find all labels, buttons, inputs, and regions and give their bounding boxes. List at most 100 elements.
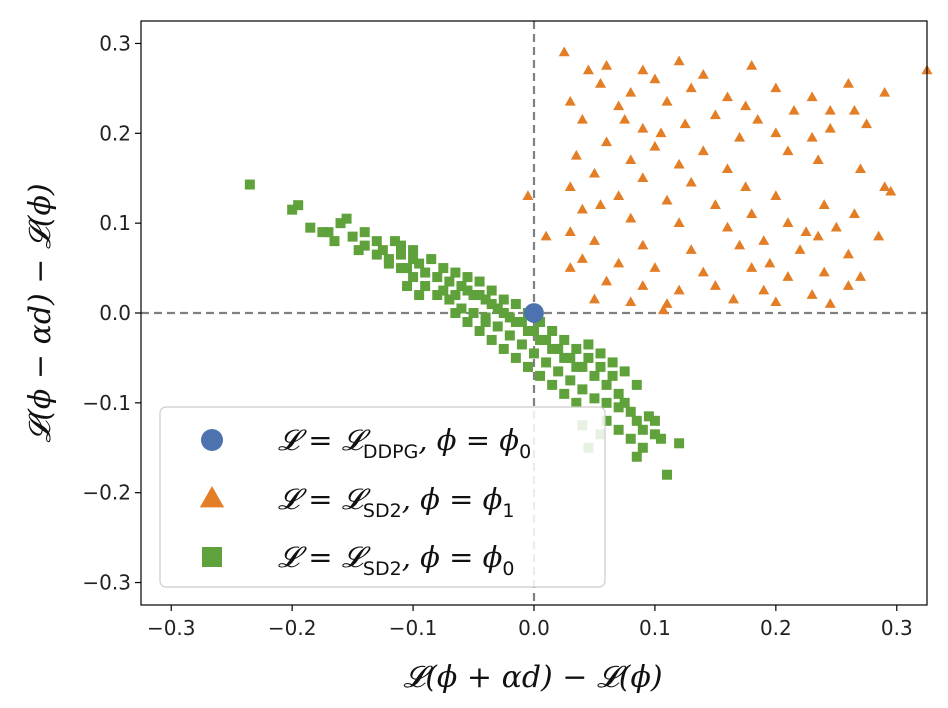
point-sd2-phi1 — [625, 154, 637, 165]
point-sd2-phi1 — [661, 298, 673, 308]
series-ddpg-phi0 — [524, 303, 544, 323]
point-sd2-phi1 — [758, 284, 770, 295]
x-axis-label: 𝓛(ϕ + αd) − 𝓛(ϕ) — [403, 660, 662, 695]
legend-marker-sd2-phi1 — [199, 486, 225, 508]
point-sd2-phi0 — [293, 200, 304, 211]
point-sd2-phi0 — [619, 397, 630, 408]
point-sd2-phi1 — [879, 181, 891, 192]
point-sd2-phi1 — [854, 271, 867, 281]
point-sd2-phi0 — [613, 388, 624, 399]
point-sd2-phi1 — [830, 221, 842, 232]
point-sd2-phi1 — [625, 212, 637, 223]
point-sd2-phi1 — [570, 149, 582, 160]
legend-marker-ddpg-phi0 — [201, 429, 223, 451]
point-sd2-phi1 — [879, 86, 891, 97]
point-sd2-phi0 — [504, 330, 515, 341]
point-sd2-phi0 — [601, 397, 612, 408]
point-sd2-phi0 — [498, 343, 509, 354]
point-sd2-phi0 — [649, 429, 660, 440]
y-tick-label: 0.2 — [99, 121, 131, 145]
point-sd2-phi0 — [420, 267, 431, 278]
point-sd2-phi0 — [432, 290, 443, 301]
point-sd2-phi1 — [685, 244, 697, 254]
point-sd2-phi1 — [522, 190, 534, 200]
series-sd2-phi1 — [522, 46, 933, 315]
point-sd2-phi0 — [468, 308, 479, 318]
point-sd2-phi0 — [516, 339, 527, 350]
point-sd2-phi0 — [571, 397, 582, 408]
point-sd2-phi0 — [353, 245, 364, 256]
point-sd2-phi1 — [782, 217, 794, 227]
point-sd2-phi0 — [625, 406, 636, 417]
point-sd2-phi1 — [848, 208, 860, 218]
point-sd2-phi0 — [480, 294, 491, 305]
point-sd2-phi1 — [601, 136, 613, 147]
point-sd2-phi1 — [770, 296, 782, 307]
point-sd2-phi0 — [577, 361, 588, 372]
point-sd2-phi1 — [673, 284, 685, 295]
point-sd2-phi0 — [450, 267, 461, 278]
point-sd2-phi1 — [770, 127, 782, 138]
point-sd2-phi0 — [371, 249, 382, 260]
legend-item-ddpg-phi0: 𝓛 = 𝓛DDPG, ϕ = ϕ0 — [201, 423, 531, 463]
point-sd2-phi0 — [541, 334, 552, 345]
point-sd2-phi0 — [589, 370, 600, 381]
point-sd2-phi1 — [655, 127, 667, 138]
point-sd2-phi0 — [601, 415, 612, 426]
point-sd2-phi1 — [812, 154, 824, 165]
point-sd2-phi0 — [571, 343, 582, 354]
point-sd2-phi1 — [601, 60, 613, 70]
point-sd2-phi0 — [595, 348, 606, 359]
point-sd2-phi0 — [571, 361, 582, 372]
point-sd2-phi0 — [559, 352, 570, 363]
point-sd2-phi0 — [559, 334, 570, 345]
y-tick-label: −0.3 — [82, 571, 131, 595]
point-sd2-phi1 — [657, 304, 669, 315]
point-sd2-phi0 — [583, 352, 594, 363]
point-sd2-phi1 — [625, 296, 637, 307]
point-sd2-phi0 — [522, 361, 533, 372]
point-sd2-phi0 — [383, 258, 394, 269]
point-sd2-phi0 — [474, 276, 485, 287]
point-sd2-phi0 — [589, 393, 600, 404]
point-sd2-phi0 — [462, 272, 473, 283]
point-sd2-phi0 — [371, 236, 382, 247]
point-sd2-phi0 — [547, 325, 558, 336]
y-tick-label: 0.1 — [99, 211, 131, 235]
point-sd2-phi0 — [547, 343, 558, 354]
point-sd2-phi0 — [450, 308, 461, 318]
point-sd2-phi1 — [782, 145, 794, 156]
point-sd2-phi1 — [721, 91, 733, 102]
point-sd2-phi1 — [818, 266, 830, 277]
legend-item-sd2-phi1: 𝓛 = 𝓛SD2, ϕ = ϕ1 — [199, 482, 515, 522]
point-sd2-phi0 — [395, 240, 406, 251]
point-sd2-phi0 — [601, 379, 612, 390]
point-sd2-phi0 — [474, 290, 485, 301]
point-sd2-phi1 — [649, 73, 661, 84]
point-sd2-phi1 — [576, 203, 588, 214]
point-sd2-phi1 — [613, 100, 625, 111]
point-sd2-phi0 — [420, 281, 431, 292]
point-sd2-phi1 — [637, 64, 649, 75]
point-sd2-phi0 — [426, 254, 437, 265]
point-sd2-phi0 — [402, 281, 413, 292]
point-sd2-phi0 — [607, 370, 618, 381]
point-sd2-phi0 — [359, 240, 370, 251]
point-sd2-phi1 — [540, 230, 552, 241]
point-sd2-phi1 — [709, 280, 721, 290]
point-sd2-phi1 — [842, 248, 854, 259]
point-sd2-phi1 — [794, 244, 806, 254]
point-sd2-phi1 — [673, 217, 685, 227]
point-sd2-phi0 — [462, 316, 473, 327]
point-sd2-phi0 — [408, 272, 419, 283]
point-sd2-phi1 — [576, 113, 588, 124]
point-sd2-phi0 — [583, 339, 594, 350]
point-sd2-phi1 — [685, 82, 697, 93]
point-sd2-phi0 — [553, 343, 564, 354]
y-tick-label: −0.2 — [82, 481, 131, 505]
point-sd2-phi0 — [456, 281, 467, 292]
point-sd2-phi1 — [746, 60, 758, 70]
point-sd2-phi0 — [565, 352, 576, 363]
point-sd2-phi0 — [287, 204, 298, 215]
